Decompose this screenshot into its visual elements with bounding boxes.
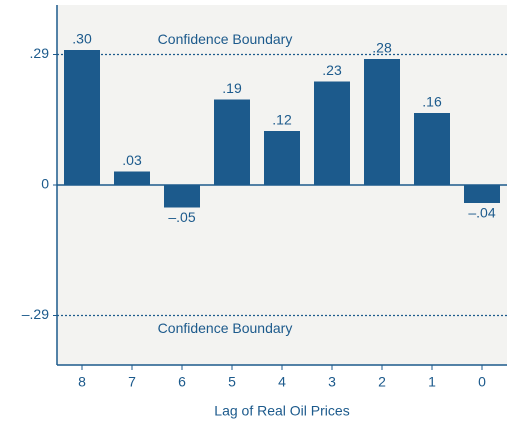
x-tick-label: 1	[428, 374, 436, 390]
bar	[264, 131, 300, 185]
value-label: .16	[422, 94, 442, 110]
bar	[464, 185, 500, 203]
annotation: Confidence Boundary	[158, 320, 293, 336]
value-label: .19	[222, 80, 242, 96]
y-tick-label: 0	[41, 176, 49, 192]
bar	[214, 99, 250, 185]
x-axis-label: Lag of Real Oil Prices	[214, 403, 349, 419]
bar	[364, 59, 400, 185]
x-tick-label: 3	[328, 374, 336, 390]
value-label: .23	[322, 62, 342, 78]
x-tick-label: 4	[278, 374, 286, 390]
y-tick-label: –.29	[22, 306, 49, 322]
value-label: .12	[272, 112, 292, 128]
bar	[64, 50, 100, 185]
annotation: Confidence Boundary	[158, 31, 293, 47]
x-tick-label: 0	[478, 374, 486, 390]
bar	[114, 171, 150, 185]
value-label: .30	[72, 31, 92, 47]
value-label: –.04	[468, 205, 495, 221]
value-label: .03	[122, 152, 142, 168]
y-tick-label: .29	[30, 45, 50, 61]
x-tick-label: 6	[178, 374, 186, 390]
value-label: .28	[372, 40, 392, 56]
bar	[414, 113, 450, 185]
bar	[164, 185, 200, 208]
value-label: –.05	[168, 209, 195, 225]
x-tick-label: 7	[128, 374, 136, 390]
x-tick-label: 2	[378, 374, 386, 390]
x-tick-label: 5	[228, 374, 236, 390]
bar	[314, 81, 350, 185]
x-tick-label: 8	[78, 374, 86, 390]
